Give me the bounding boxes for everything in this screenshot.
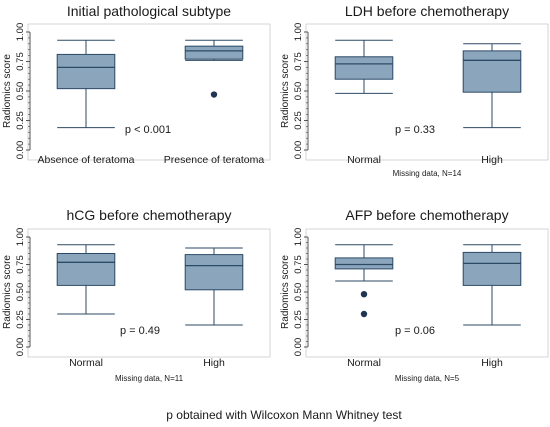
box <box>184 45 244 60</box>
box <box>462 50 522 93</box>
plot-frame <box>27 23 271 161</box>
panel-title: hCG before chemotherapy <box>67 207 232 223</box>
box <box>462 251 522 286</box>
y-axis-label: Radiomics score <box>2 255 13 329</box>
box-panel: Initial pathological subtype 0.00 0.25 0.50… <box>2 3 271 166</box>
y-tick-label: 1.00 <box>293 23 304 42</box>
y-tick-label: 0.50 <box>15 283 26 302</box>
box <box>56 53 116 90</box>
panel-title: Initial pathological subtype <box>67 3 231 19</box>
outlier-point <box>360 310 368 318</box>
box <box>56 253 116 286</box>
y-tick-label: 0.75 <box>15 255 26 274</box>
p-value-label: p = 0.06 <box>395 325 435 337</box>
y-tick-label: 0.50 <box>15 82 26 101</box>
box <box>334 56 394 80</box>
y-axis-label: Radiomics score <box>2 54 13 128</box>
chart-panels: Initial pathological subtype 0.00 0.25 0.50… <box>2 3 549 383</box>
missing-data-note: Missing data, N=11 <box>115 374 184 383</box>
box <box>334 257 394 270</box>
y-tick-label: 0.75 <box>293 255 304 274</box>
missing-data-note: Missing data, N=14 <box>393 169 462 178</box>
p-value-label: p < 0.001 <box>125 124 171 136</box>
missing-data-note: Missing data, N=5 <box>395 374 460 383</box>
box-panel: AFP before chemotherapy 0.00 0.25 0.50 0.75 1… <box>280 207 549 383</box>
y-tick-label: 0.50 <box>293 283 304 302</box>
y-tick-label: 0.00 <box>293 338 304 357</box>
y-tick-label: 0.25 <box>293 310 304 329</box>
y-tick-label: 0.00 <box>293 141 304 160</box>
y-tick-label: 0.00 <box>15 338 26 357</box>
y-tick-label: 0.25 <box>293 111 304 130</box>
x-category-label: Normal <box>347 154 381 166</box>
panel-title: LDH before chemotherapy <box>345 3 509 19</box>
x-category-label: High <box>481 154 503 166</box>
panel-title: AFP before chemotherapy <box>345 207 508 223</box>
x-category-label: High <box>203 357 225 369</box>
plot-frame <box>305 23 549 161</box>
outlier-point <box>210 91 218 98</box>
y-tick-label: 0.25 <box>15 111 26 130</box>
x-category-label: Absence of teratoma <box>38 154 135 166</box>
outlier-point <box>360 291 368 298</box>
y-tick-label: 1.00 <box>293 228 304 247</box>
p-value-label: p = 0.49 <box>120 325 160 337</box>
x-category-label: Normal <box>69 357 103 369</box>
y-tick-label: 0.75 <box>293 52 304 71</box>
x-category-label: Normal <box>347 357 381 369</box>
box-panel: LDH before chemotherapy 0.00 0.25 0.50 0.75 1… <box>280 3 549 178</box>
plot-frame <box>27 228 271 358</box>
y-tick-label: 0.00 <box>15 141 26 160</box>
x-category-label: Presence of teratoma <box>164 154 265 166</box>
y-axis-label: Radiomics score <box>280 54 291 128</box>
y-tick-label: 1.00 <box>15 23 26 42</box>
box-panel: hCG before chemotherapy 0.00 0.25 0.50 0.75 1… <box>2 207 271 383</box>
plot-frame <box>305 228 549 358</box>
x-category-label: High <box>481 357 503 369</box>
box <box>184 254 244 291</box>
p-value-label: p = 0.33 <box>395 124 435 136</box>
y-tick-label: 0.25 <box>15 310 26 329</box>
y-tick-label: 1.00 <box>15 228 26 247</box>
footnote: p obtained with Wilcoxon Mann Whitney te… <box>166 408 402 422</box>
y-tick-label: 0.75 <box>15 52 26 71</box>
y-tick-label: 0.50 <box>293 82 304 101</box>
y-axis-label: Radiomics score <box>280 255 291 329</box>
